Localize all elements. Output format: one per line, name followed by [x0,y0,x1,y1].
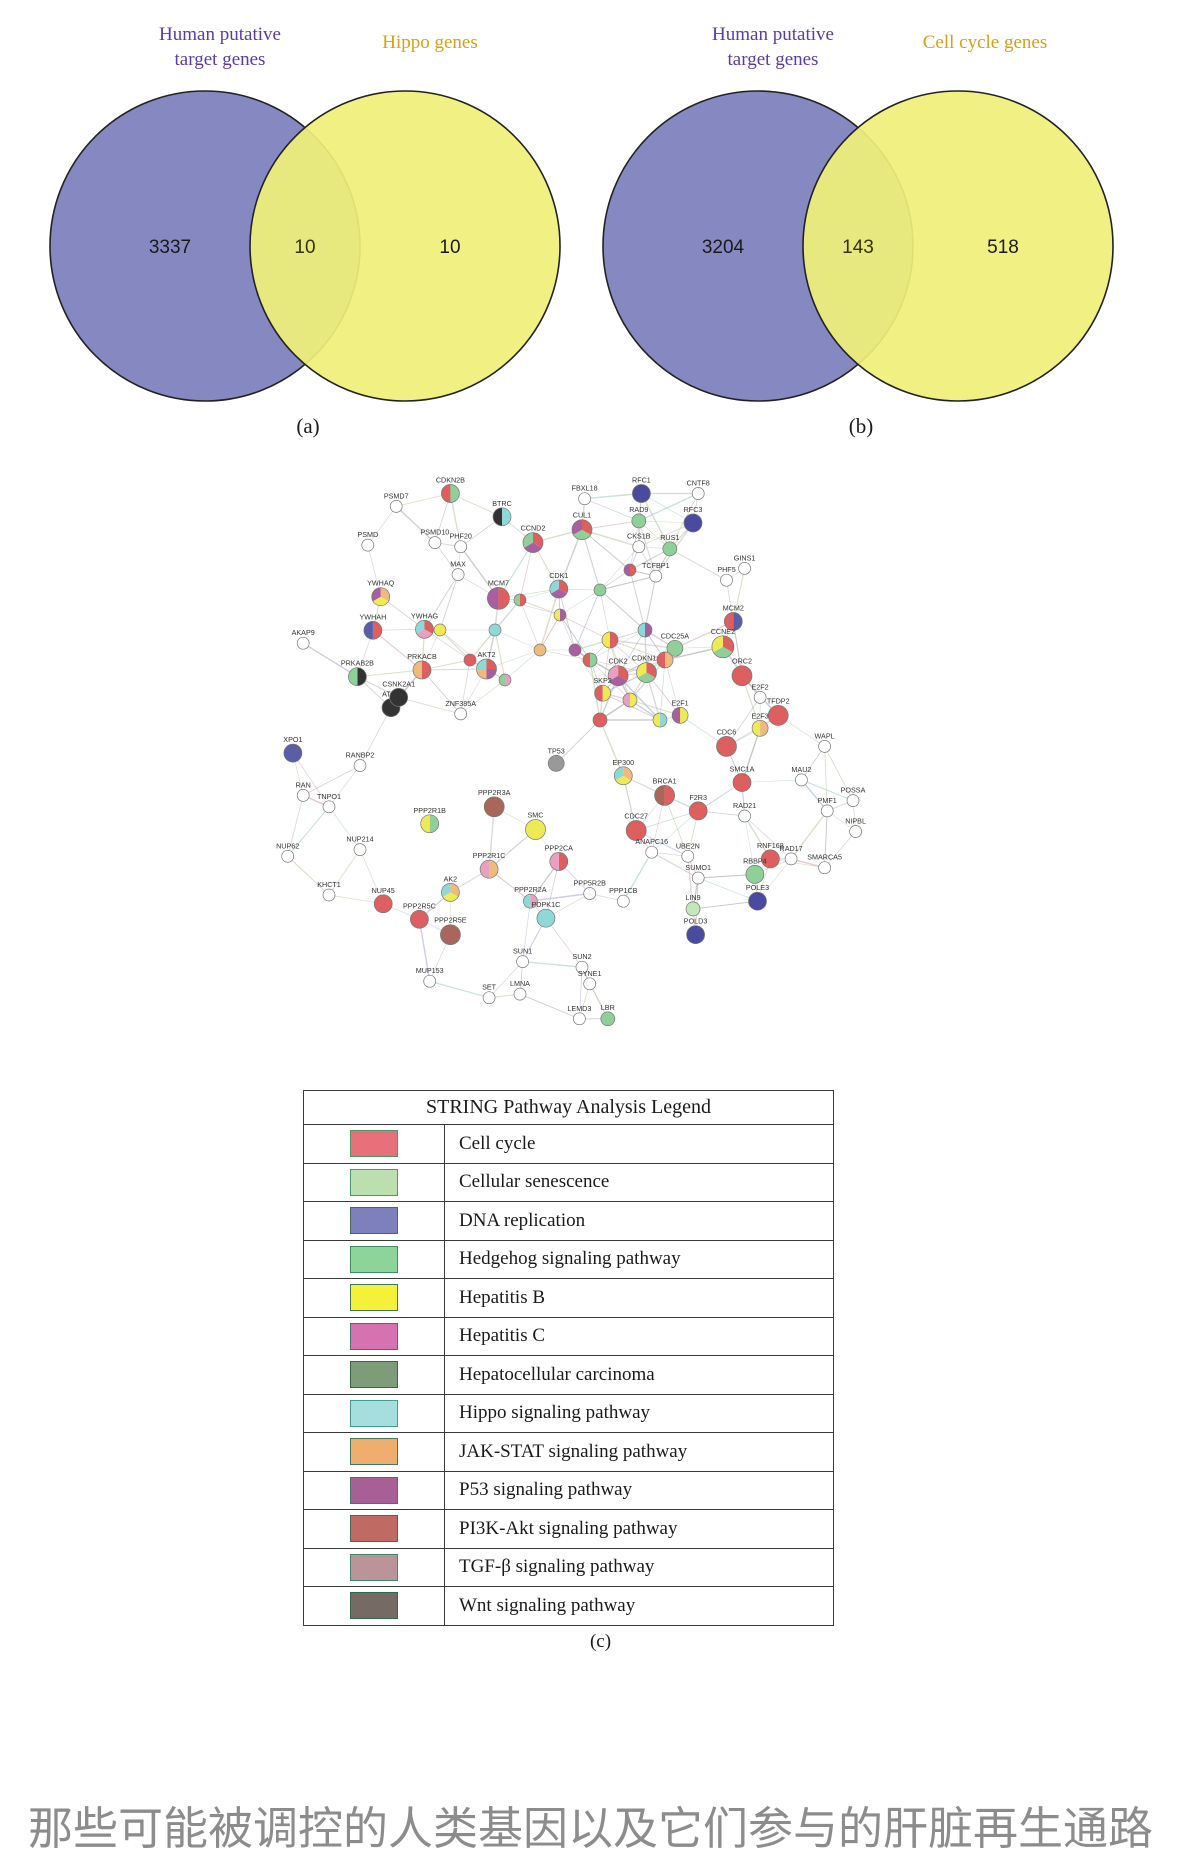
svg-text:SKP2: SKP2 [593,676,611,685]
svg-text:PSMD7: PSMD7 [384,491,409,500]
svg-text:AK2: AK2 [444,874,458,883]
svg-text:ZNF385A: ZNF385A [445,699,476,708]
svg-text:E2F1: E2F1 [672,698,689,707]
svg-text:LEMD3: LEMD3 [567,1004,591,1013]
svg-text:PRKACB: PRKACB [407,652,437,661]
svg-text:E2F2: E2F2 [752,682,769,691]
svg-text:YWHAH: YWHAH [360,612,387,621]
svg-text:POLD3: POLD3 [684,917,708,926]
svg-text:YWHAQ: YWHAQ [367,579,395,588]
svg-text:PHF20: PHF20 [450,532,472,541]
svg-text:PPP2R5E: PPP2R5E [434,916,467,925]
svg-text:ORC2: ORC2 [732,657,752,666]
svg-text:SMARCA5: SMARCA5 [807,853,842,862]
svg-text:PPP2CA: PPP2CA [545,844,574,853]
svg-text:RAD17: RAD17 [780,844,803,853]
svg-text:E2F3: E2F3 [752,711,769,720]
svg-text:EP300: EP300 [613,758,635,767]
svg-text:RUS1: RUS1 [660,533,679,542]
svg-text:WAPL: WAPL [815,731,835,740]
svg-text:SET: SET [482,983,497,992]
svg-text:LIN9: LIN9 [685,893,700,902]
svg-text:POLE3: POLE3 [746,883,769,892]
svg-text:RAD9: RAD9 [629,505,648,514]
svg-text:NUP62: NUP62 [276,841,299,850]
svg-text:ANAPC16: ANAPC16 [635,837,668,846]
svg-text:PPP2R3A: PPP2R3A [478,788,511,797]
svg-text:AKAP9: AKAP9 [292,628,315,637]
svg-text:MAX: MAX [450,560,466,569]
svg-text:MCM7: MCM7 [488,578,509,587]
svg-text:PPP1CB: PPP1CB [609,886,638,895]
svg-text:SMC1A: SMC1A [730,765,755,774]
svg-text:FBXL18: FBXL18 [572,484,598,493]
svg-text:LMNA: LMNA [510,979,530,988]
svg-text:RFC3: RFC3 [684,505,703,514]
svg-text:CDK1: CDK1 [549,571,568,580]
svg-text:PSMD: PSMD [357,530,378,539]
svg-text:BRCA1: BRCA1 [653,776,677,785]
svg-text:PPP2R1C: PPP2R1C [473,851,506,860]
svg-text:CNTF8: CNTF8 [687,479,710,488]
svg-text:CUL1: CUL1 [573,511,591,520]
svg-text:BTRC: BTRC [492,499,512,508]
svg-text:PDPK1C: PDPK1C [532,900,561,909]
svg-text:CDC25A: CDC25A [661,631,690,640]
svg-text:PPP2R1B: PPP2R1B [414,806,447,815]
svg-text:NUP45: NUP45 [372,886,395,895]
svg-text:SYNE1: SYNE1 [578,969,602,978]
svg-text:CDKN2B: CDKN2B [436,476,465,485]
svg-text:RAD21: RAD21 [733,801,756,810]
svg-text:RANBP2: RANBP2 [346,751,375,760]
svg-text:TP53: TP53 [548,746,565,755]
svg-text:TCFBP1: TCFBP1 [642,561,670,570]
svg-text:MAU2: MAU2 [791,765,811,774]
svg-text:PHF5: PHF5 [717,565,735,574]
svg-text:RAN: RAN [296,780,311,789]
svg-text:F2R3: F2R3 [689,793,707,802]
svg-text:YWHAG: YWHAG [411,611,439,620]
svg-text:PPP2R2A: PPP2R2A [514,885,547,894]
svg-text:PPP5R2B: PPP5R2B [574,879,607,888]
svg-text:LBR: LBR [601,1003,615,1012]
svg-text:NIPBL: NIPBL [845,817,866,826]
svg-text:CDK2: CDK2 [609,657,628,666]
svg-text:KHCT1: KHCT1 [317,880,341,889]
svg-text:SUN1: SUN1 [513,947,532,956]
svg-text:UBE2N: UBE2N [676,841,700,850]
svg-text:MCM2: MCM2 [723,604,744,613]
svg-text:RBBP4: RBBP4 [743,856,767,865]
svg-text:PRKAB2B: PRKAB2B [341,659,374,668]
svg-text:CCND2: CCND2 [521,524,546,533]
svg-text:PPP2R5C: PPP2R5C [403,901,436,910]
svg-text:SUN2: SUN2 [572,952,591,961]
svg-text:POSSA: POSSA [841,786,866,795]
svg-text:AKT2: AKT2 [478,650,496,659]
svg-text:CSNK2A1: CSNK2A1 [382,679,415,688]
svg-text:TFDP2: TFDP2 [767,696,790,705]
svg-text:RFC1: RFC1 [632,476,651,485]
svg-text:PSMD10: PSMD10 [421,528,450,537]
svg-text:CCNE2: CCNE2 [711,627,735,636]
svg-text:CDC27: CDC27 [624,812,648,821]
svg-text:SMC: SMC [528,811,544,820]
svg-text:MUP153: MUP153 [416,966,444,975]
svg-text:SUMO1: SUMO1 [685,863,711,872]
svg-text:PMF1: PMF1 [818,796,837,805]
svg-text:NUP214: NUP214 [346,835,373,844]
svg-text:CKS1B: CKS1B [627,532,651,541]
svg-text:GINS1: GINS1 [734,553,756,562]
svg-text:TNPO1: TNPO1 [317,792,341,801]
svg-text:CDC6: CDC6 [717,727,737,736]
svg-text:XPO1: XPO1 [283,735,302,744]
